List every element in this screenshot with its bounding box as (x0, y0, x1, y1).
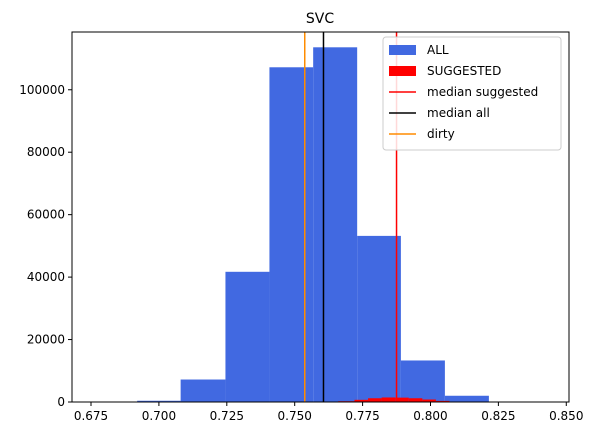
x-tick-label-5: 0.800 (413, 409, 447, 423)
legend-label-median-suggested: median suggested (427, 85, 538, 99)
all-bar-7 (401, 360, 445, 402)
all-bar-4 (269, 67, 313, 402)
y-tick-label-4: 80000 (27, 145, 65, 159)
y-tick-label-5: 100000 (19, 83, 65, 97)
legend-swatch-all (389, 45, 416, 55)
all-bar-5 (313, 47, 357, 402)
suggested-bar-5 (409, 398, 423, 402)
y-tick-label-0: 0 (57, 395, 65, 409)
all-bar-3 (225, 272, 269, 402)
x-tick-label-1: 0.700 (142, 409, 176, 423)
legend-swatch-suggested (389, 66, 416, 76)
x-tick-label-4: 0.775 (345, 409, 379, 423)
legend-label-suggested: SUGGESTED (427, 64, 501, 78)
chart-title: SVC (306, 11, 334, 27)
x-tick-label-0: 0.675 (74, 409, 108, 423)
x-tick-label-3: 0.750 (278, 409, 312, 423)
y-tick-label-1: 20000 (27, 333, 65, 347)
suggested-bar-3 (382, 397, 396, 402)
y-tick-label-3: 60000 (27, 208, 65, 222)
legend: ALL SUGGESTED median suggested median all di… (383, 37, 561, 150)
all-bar-2 (181, 380, 226, 402)
y-tick-label-2: 40000 (27, 270, 65, 284)
legend-label-median-all: median all (427, 106, 490, 120)
all-bar-8 (445, 396, 489, 402)
suggested-bar-2 (368, 398, 382, 402)
x-tick-label-2: 0.725 (210, 409, 244, 423)
all-bar-6 (357, 236, 401, 402)
x-tick-label-6: 0.825 (481, 409, 515, 423)
legend-label-dirty: dirty (427, 127, 455, 141)
legend-label-all: ALL (427, 43, 449, 57)
x-tick-label-7: 0.850 (549, 409, 583, 423)
